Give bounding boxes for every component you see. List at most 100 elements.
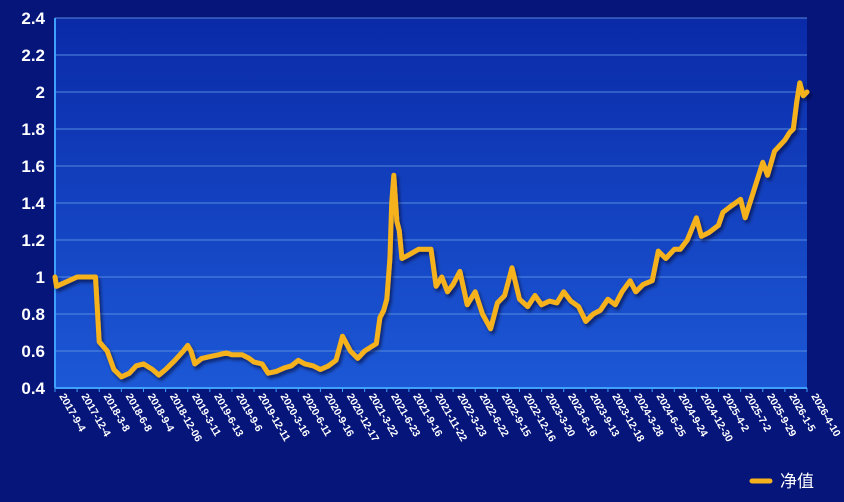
data-point bbox=[105, 348, 110, 354]
data-point bbox=[296, 358, 301, 363]
data-point bbox=[389, 200, 394, 206]
data-point bbox=[473, 289, 478, 294]
data-point bbox=[387, 256, 393, 261]
axes bbox=[54, 18, 808, 392]
data-point bbox=[650, 278, 655, 283]
data-point bbox=[88, 274, 94, 280]
legend: 净值 bbox=[749, 472, 814, 491]
data-point bbox=[613, 302, 618, 307]
data-point bbox=[750, 191, 755, 196]
data-point bbox=[397, 228, 402, 233]
data-point bbox=[663, 256, 668, 261]
data-point bbox=[374, 341, 379, 346]
data-point bbox=[433, 284, 439, 289]
y-tick-label: 1.6 bbox=[21, 157, 45, 176]
data-point bbox=[333, 358, 339, 363]
data-point bbox=[465, 302, 470, 307]
data-point bbox=[78, 274, 83, 280]
data-point bbox=[399, 256, 405, 261]
data-point bbox=[502, 293, 507, 298]
data-point bbox=[251, 359, 257, 365]
data-point bbox=[672, 247, 677, 252]
data-point bbox=[797, 80, 802, 86]
data-point bbox=[656, 248, 661, 254]
y-axis-tick-labels: 2.4 2.2 2 1.8 1.6 1.4 1.2 1 0.8 0.6 0.4 bbox=[21, 9, 45, 398]
data-point bbox=[134, 363, 139, 368]
data-point bbox=[685, 237, 690, 243]
data-point bbox=[450, 282, 456, 287]
data-point bbox=[340, 334, 345, 339]
data-point bbox=[156, 372, 162, 378]
data-point bbox=[760, 160, 765, 165]
data-point bbox=[82, 274, 87, 280]
data-point bbox=[192, 361, 197, 367]
data-point bbox=[706, 230, 711, 235]
y-tick-label: 0.4 bbox=[21, 379, 45, 398]
y-tick-label: 2 bbox=[36, 83, 45, 102]
data-point bbox=[181, 348, 186, 354]
data-point bbox=[224, 350, 229, 356]
data-point bbox=[348, 348, 353, 354]
data-point bbox=[728, 204, 733, 209]
data-point bbox=[172, 358, 178, 363]
data-point bbox=[274, 369, 279, 374]
data-point bbox=[742, 215, 748, 220]
data-point bbox=[141, 361, 146, 367]
y-tick-label: 1.2 bbox=[21, 231, 45, 250]
data-point bbox=[782, 137, 788, 143]
data-point bbox=[495, 300, 500, 306]
data-point bbox=[282, 365, 288, 370]
data-point bbox=[583, 319, 588, 324]
gridlines bbox=[55, 17, 807, 352]
data-point bbox=[310, 363, 316, 368]
data-point bbox=[199, 356, 204, 361]
data-point bbox=[326, 363, 331, 368]
data-point bbox=[381, 308, 386, 313]
data-point bbox=[239, 352, 245, 357]
series-lines bbox=[52, 80, 810, 380]
data-point bbox=[52, 274, 58, 280]
data-point bbox=[150, 367, 155, 372]
data-point bbox=[539, 302, 544, 307]
data-point bbox=[111, 367, 117, 372]
data-point bbox=[488, 326, 493, 331]
data-point bbox=[720, 210, 726, 215]
data-point bbox=[163, 367, 168, 372]
data-point bbox=[302, 361, 308, 367]
data-point bbox=[525, 304, 530, 309]
y-tick-label: 1.4 bbox=[21, 194, 45, 213]
data-point bbox=[591, 311, 596, 317]
data-point bbox=[605, 297, 611, 302]
data-point bbox=[678, 247, 683, 252]
data-point bbox=[416, 247, 421, 252]
data-point bbox=[247, 356, 252, 361]
data-point bbox=[627, 278, 633, 283]
data-point bbox=[554, 300, 560, 306]
data-point bbox=[216, 352, 222, 357]
data-point bbox=[384, 297, 389, 302]
data-point bbox=[428, 247, 434, 252]
data-point bbox=[185, 343, 190, 348]
data-point bbox=[801, 93, 806, 98]
data-point bbox=[716, 223, 721, 228]
y-tick-label: 0.8 bbox=[21, 305, 45, 324]
data-point bbox=[207, 354, 212, 359]
data-point bbox=[289, 363, 294, 368]
data-point bbox=[97, 339, 102, 344]
data-point bbox=[188, 348, 194, 354]
y-tick-label: 2.2 bbox=[21, 46, 45, 65]
data-point bbox=[457, 269, 463, 274]
data-point bbox=[509, 265, 515, 270]
data-point bbox=[772, 149, 777, 154]
data-point bbox=[355, 356, 360, 361]
data-point bbox=[804, 89, 810, 95]
data-point bbox=[265, 371, 271, 376]
data-point bbox=[362, 348, 367, 354]
data-point bbox=[391, 173, 396, 178]
data-point bbox=[633, 289, 638, 294]
data-point bbox=[368, 345, 373, 350]
data-point bbox=[794, 99, 799, 104]
data-point bbox=[93, 274, 98, 280]
